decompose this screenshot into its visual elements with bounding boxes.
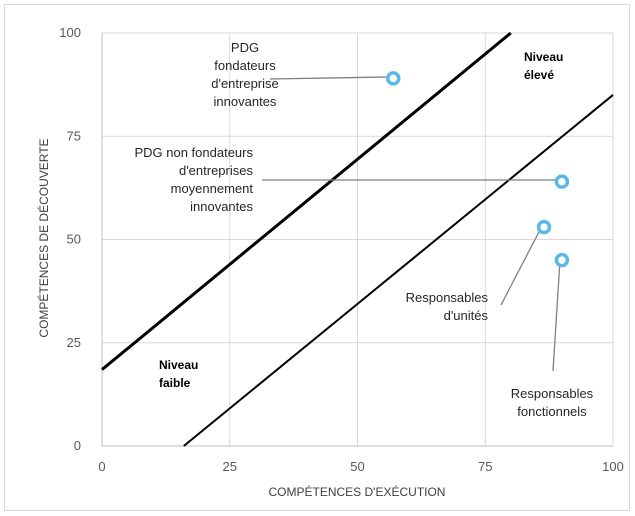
annotation-text: fonctionnels [517,404,587,419]
boundary-lines [101,31,614,447]
x-tick-label: 25 [223,459,237,474]
zone-label: faible [159,376,191,390]
annotation-text: PDG non fondateurs [134,145,253,160]
x-axis-title: COMPÉTENCES D'EXÉCUTION [269,484,446,499]
y-tick-label: 75 [67,128,81,143]
leader-line [269,76,387,80]
zone-label: Niveau [159,358,198,372]
annotation-text: Responsables [406,290,489,305]
annotation-text: d'unités [444,308,489,323]
data-point [536,219,552,235]
x-tick-label: 50 [350,459,364,474]
data-point [554,252,570,268]
zone-label: Niveau [524,50,563,64]
data-point [554,174,570,189]
boundary-line-upper [101,31,512,371]
data-point [386,71,401,86]
annotation-text: fondateurs [214,58,276,73]
axes: 0 25 50 75 100 0 25 50 75 100 [59,25,624,474]
leader-lines [262,76,561,372]
boundary-line-lower [183,94,614,447]
y-tick-label: 25 [67,335,81,350]
y-axis-title: COMPÉTENCES DE DÉCOUVERTE [36,138,51,337]
annotation-text: innovantes [214,94,277,109]
y-tick-label: 100 [59,25,81,40]
gridlines [102,32,614,446]
annotation-text: innovantes [190,199,253,214]
annotation-text: d'entreprises [179,163,254,178]
x-tick-label: 100 [602,459,624,474]
data-points [386,71,570,268]
annotation-text: PDG [231,40,259,55]
y-tick-label: 0 [74,438,81,453]
leader-line [500,227,542,306]
annotation-text: d'entreprise [211,76,279,91]
y-tick-label: 50 [67,232,81,247]
x-tick-label: 75 [478,459,492,474]
annotation-text: moyennement [171,181,254,196]
leader-line [552,259,561,372]
annotation-text: Responsables [511,386,594,401]
x-tick-label: 0 [98,459,105,474]
zone-label: élevé [524,68,554,82]
annotations: PDG fondateurs d'entreprise innovantes PDG n… [134,40,593,419]
